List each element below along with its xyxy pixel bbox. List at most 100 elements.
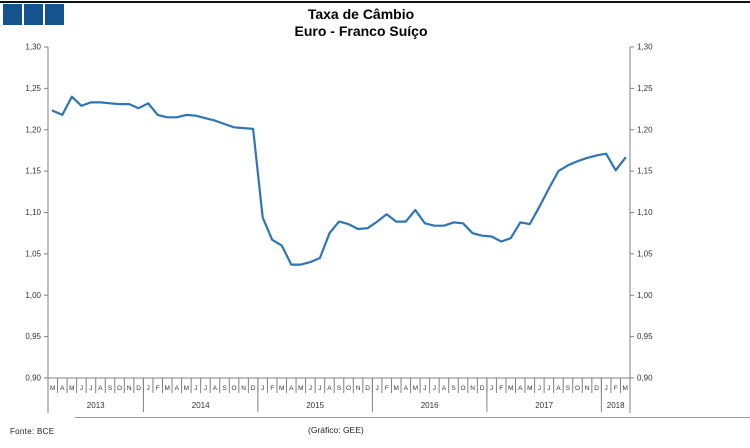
svg-text:N: N xyxy=(127,385,132,392)
svg-text:1,20: 1,20 xyxy=(25,125,41,134)
svg-text:S: S xyxy=(337,385,342,392)
footer-divider xyxy=(75,417,750,418)
svg-text:O: O xyxy=(232,385,237,392)
svg-text:D: D xyxy=(365,385,370,392)
svg-text:O: O xyxy=(117,385,122,392)
svg-text:S: S xyxy=(451,385,456,392)
svg-text:A: A xyxy=(442,385,447,392)
credit-label: (Gráfico: GEE) xyxy=(308,425,364,435)
svg-text:A: A xyxy=(518,385,523,392)
svg-text:M: M xyxy=(165,385,170,392)
svg-text:F: F xyxy=(156,385,160,392)
svg-text:D: D xyxy=(136,385,141,392)
logo-square-icon xyxy=(24,4,43,25)
svg-text:A: A xyxy=(327,385,332,392)
svg-text:D: D xyxy=(480,385,485,392)
svg-text:A: A xyxy=(213,385,218,392)
svg-text:J: J xyxy=(538,385,541,392)
svg-text:1,30: 1,30 xyxy=(637,43,653,52)
y-axis-left-ticks: 1,30 1,25 1,20 1,15 1,10 1,05 1,00 0,95 0,90 xyxy=(25,43,48,383)
svg-text:0,95: 0,95 xyxy=(25,332,41,341)
axes xyxy=(47,47,631,413)
svg-text:F: F xyxy=(614,385,618,392)
svg-text:J: J xyxy=(605,385,608,392)
y-axis-right-ticks: 1,30 1,25 1,20 1,15 1,10 1,05 1,00 0,95 0,90 xyxy=(630,43,653,383)
svg-text:A: A xyxy=(404,385,409,392)
chart-title-line2: Euro - Franco Suíço xyxy=(294,23,428,39)
svg-text:M: M xyxy=(527,385,532,392)
svg-text:J: J xyxy=(318,385,321,392)
svg-text:M: M xyxy=(50,385,55,392)
svg-text:J: J xyxy=(547,385,550,392)
svg-text:1,05: 1,05 xyxy=(637,249,653,258)
svg-text:J: J xyxy=(194,385,197,392)
svg-text:A: A xyxy=(175,385,180,392)
x-axis-years: 2013 2014 2015 2016 2017 2018 xyxy=(87,378,631,412)
svg-text:1,20: 1,20 xyxy=(637,125,653,134)
svg-text:2018: 2018 xyxy=(607,401,625,410)
svg-text:2017: 2017 xyxy=(535,401,553,410)
svg-text:O: O xyxy=(575,385,580,392)
svg-text:S: S xyxy=(108,385,113,392)
svg-text:J: J xyxy=(80,385,83,392)
svg-text:0,90: 0,90 xyxy=(637,374,653,383)
svg-text:J: J xyxy=(309,385,312,392)
svg-text:1,30: 1,30 xyxy=(25,43,41,52)
svg-text:J: J xyxy=(423,385,426,392)
svg-text:A: A xyxy=(289,385,294,392)
svg-text:F: F xyxy=(270,385,274,392)
svg-text:M: M xyxy=(413,385,418,392)
svg-text:M: M xyxy=(298,385,303,392)
logo-square-icon xyxy=(3,4,22,25)
svg-text:M: M xyxy=(69,385,74,392)
svg-text:S: S xyxy=(222,385,227,392)
svg-text:M: M xyxy=(279,385,284,392)
eur-chf-series-line xyxy=(51,95,627,266)
svg-text:1,25: 1,25 xyxy=(25,84,41,93)
chart-title-line1: Taxa de Câmbio xyxy=(307,6,415,22)
logo-square-icon xyxy=(45,4,64,25)
svg-text:1,10: 1,10 xyxy=(637,208,653,217)
svg-text:J: J xyxy=(261,385,264,392)
svg-text:2013: 2013 xyxy=(87,401,105,410)
svg-text:J: J xyxy=(89,385,92,392)
svg-text:M: M xyxy=(394,385,399,392)
svg-text:J: J xyxy=(376,385,379,392)
svg-text:1,15: 1,15 xyxy=(25,167,41,176)
chart-title: Taxa de Câmbio Euro - Franco Suíço xyxy=(0,6,722,40)
svg-text:A: A xyxy=(60,385,65,392)
svg-text:O: O xyxy=(461,385,466,392)
svg-text:M: M xyxy=(184,385,189,392)
svg-text:A: A xyxy=(98,385,103,392)
svg-text:F: F xyxy=(499,385,503,392)
logo-squares xyxy=(3,4,64,25)
top-divider xyxy=(0,1,750,3)
svg-text:2014: 2014 xyxy=(192,401,210,410)
svg-text:N: N xyxy=(356,385,361,392)
svg-text:F: F xyxy=(385,385,389,392)
svg-text:1,00: 1,00 xyxy=(637,291,653,300)
svg-text:N: N xyxy=(470,385,475,392)
svg-text:1,05: 1,05 xyxy=(25,249,41,258)
svg-text:N: N xyxy=(241,385,246,392)
svg-text:1,15: 1,15 xyxy=(637,167,653,176)
svg-text:J: J xyxy=(433,385,436,392)
svg-text:1,25: 1,25 xyxy=(637,84,653,93)
svg-text:0,90: 0,90 xyxy=(25,374,41,383)
svg-text:A: A xyxy=(556,385,561,392)
svg-text:2016: 2016 xyxy=(421,401,439,410)
svg-text:J: J xyxy=(147,385,150,392)
svg-text:D: D xyxy=(594,385,599,392)
svg-text:0,95: 0,95 xyxy=(637,332,653,341)
svg-text:1,00: 1,00 xyxy=(25,291,41,300)
svg-text:N: N xyxy=(585,385,590,392)
source-label: Fonte: BCE xyxy=(10,427,55,436)
svg-text:S: S xyxy=(566,385,571,392)
svg-text:M: M xyxy=(623,385,628,392)
svg-text:J: J xyxy=(490,385,493,392)
svg-text:M: M xyxy=(508,385,513,392)
svg-text:D: D xyxy=(251,385,256,392)
